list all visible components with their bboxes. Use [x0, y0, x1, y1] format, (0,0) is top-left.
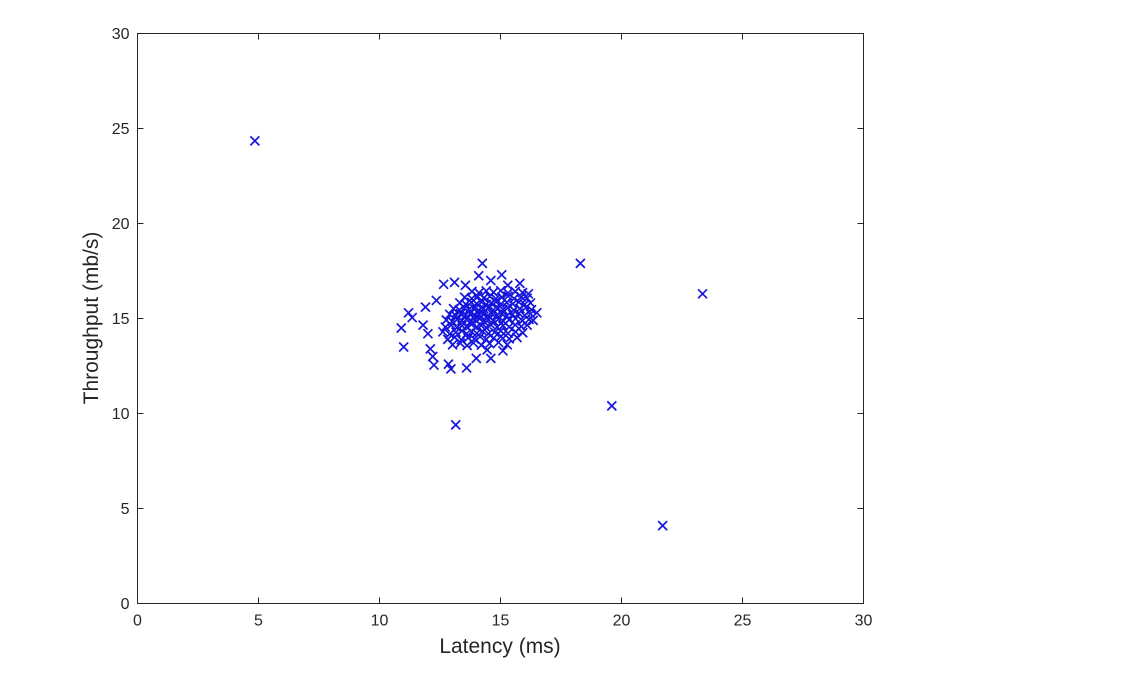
data-point-marker	[519, 299, 530, 310]
x-tick-label: 20	[613, 613, 631, 630]
data-point-marker	[525, 297, 536, 309]
data-point-marker	[483, 328, 494, 339]
data-point-marker	[502, 290, 514, 302]
x-tick-label: 10	[371, 613, 389, 630]
data-point-marker	[461, 362, 472, 374]
data-point-marker	[417, 320, 429, 331]
data-point-marker	[477, 258, 488, 269]
y-tick-label: 5	[121, 501, 130, 518]
axis-ticks	[137, 33, 864, 604]
data-point-marker	[575, 258, 586, 269]
y-tick-label: 0	[121, 596, 130, 613]
data-point-marker	[697, 288, 708, 299]
data-point-marker	[396, 322, 407, 334]
data-point-marker	[428, 359, 440, 371]
data-point-marker	[445, 363, 456, 374]
data-point-marker	[473, 287, 485, 298]
y-tick-label: 30	[112, 26, 130, 43]
y-tick-label: 15	[112, 311, 130, 328]
data-point-marker	[471, 353, 482, 364]
data-point-marker	[444, 309, 455, 320]
x-tick-label: 15	[492, 613, 510, 630]
x-tick-label: 25	[734, 613, 752, 630]
data-points	[249, 135, 708, 531]
data-point-marker	[473, 270, 484, 281]
data-point-marker	[425, 343, 436, 355]
data-point-marker	[502, 339, 513, 350]
data-point-marker	[657, 520, 668, 531]
data-point-marker	[398, 341, 409, 353]
data-point-marker	[469, 333, 480, 345]
data-point-marker	[510, 313, 521, 324]
data-point-marker	[502, 280, 513, 291]
data-point-marker	[449, 277, 460, 288]
y-axis-label: Throughput (mb/s)	[80, 232, 103, 405]
data-point-marker	[497, 345, 509, 356]
x-tick-label: 30	[855, 613, 873, 630]
y-tick-label: 25	[112, 121, 130, 138]
data-point-marker	[490, 293, 502, 304]
data-point-marker	[431, 295, 442, 306]
data-point-marker	[514, 278, 525, 289]
x-axis-label: Latency (ms)	[439, 635, 560, 658]
data-point-marker	[496, 269, 507, 280]
x-tick-label: 0	[133, 613, 142, 630]
y-tick-label: 20	[112, 216, 130, 233]
data-point-marker	[450, 419, 461, 431]
data-point-marker	[513, 297, 524, 308]
data-point-marker	[420, 301, 431, 313]
data-point-marker	[249, 135, 260, 146]
data-point-marker	[442, 334, 453, 345]
data-point-marker	[485, 353, 496, 364]
axis-tick-labels: 0 5 10 15 20 25 30 0 5 10 15 20 25 30	[112, 26, 873, 630]
y-tick-label: 10	[112, 406, 130, 423]
data-point-marker	[606, 400, 617, 412]
x-tick-label: 5	[254, 613, 263, 630]
data-point-marker	[427, 351, 438, 362]
data-point-marker	[407, 312, 418, 323]
data-point-marker	[485, 275, 496, 286]
data-point-marker	[517, 287, 528, 298]
data-point-marker	[495, 285, 506, 296]
data-point-marker	[422, 328, 434, 339]
data-point-marker	[489, 327, 500, 338]
data-point-marker	[438, 279, 449, 290]
